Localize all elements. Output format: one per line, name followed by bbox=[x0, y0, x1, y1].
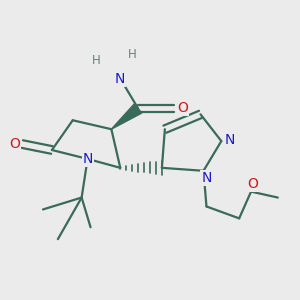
Text: H: H bbox=[92, 54, 101, 67]
Text: N: N bbox=[224, 133, 235, 147]
Text: N: N bbox=[82, 152, 93, 166]
Text: N: N bbox=[115, 72, 125, 86]
Text: H: H bbox=[128, 48, 136, 62]
Polygon shape bbox=[111, 104, 142, 129]
Text: O: O bbox=[177, 101, 188, 116]
Text: O: O bbox=[9, 137, 20, 151]
Text: O: O bbox=[247, 177, 258, 191]
Text: N: N bbox=[201, 171, 212, 185]
